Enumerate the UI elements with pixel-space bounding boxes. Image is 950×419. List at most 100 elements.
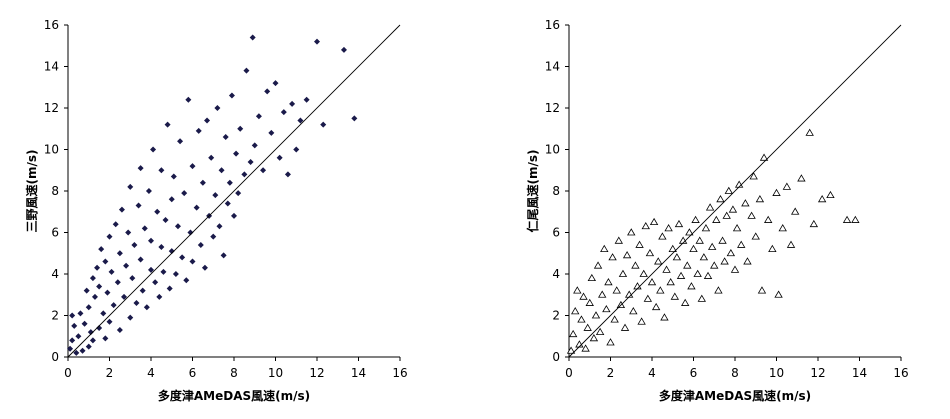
y-tick-label: 10 xyxy=(44,143,59,157)
data-point xyxy=(67,345,74,352)
data-point xyxy=(85,343,92,350)
data-point xyxy=(724,186,733,194)
data-point xyxy=(143,304,150,311)
data-point xyxy=(216,223,223,230)
y-tick-label: 4 xyxy=(51,267,59,281)
data-point xyxy=(637,317,646,325)
data-point xyxy=(110,302,117,309)
data-point xyxy=(581,344,590,352)
data-point xyxy=(583,323,592,331)
data-point xyxy=(691,215,700,223)
data-point xyxy=(778,224,787,232)
data-point xyxy=(647,278,657,286)
data-point xyxy=(598,290,607,298)
data-point xyxy=(689,244,698,253)
data-point xyxy=(127,314,134,321)
data-point xyxy=(658,232,667,240)
data-point xyxy=(214,105,221,111)
data-point xyxy=(123,262,130,269)
data-point xyxy=(168,196,175,203)
data-point xyxy=(595,327,605,336)
data-point xyxy=(707,242,717,250)
data-point xyxy=(148,237,154,244)
data-point xyxy=(228,92,235,99)
data-point xyxy=(83,287,90,294)
data-point xyxy=(618,269,628,277)
data-point xyxy=(237,125,244,132)
data-point xyxy=(790,207,800,215)
data-point xyxy=(566,346,576,354)
x-tick-label: 10 xyxy=(769,366,784,380)
data-point xyxy=(635,240,644,248)
data-point xyxy=(703,271,713,279)
data-point xyxy=(289,100,296,107)
data-point xyxy=(247,158,254,165)
x-tick-label: 16 xyxy=(893,366,908,380)
data-point xyxy=(568,329,578,338)
data-point xyxy=(614,236,623,244)
x-tick-label: 16 xyxy=(392,366,407,380)
data-point xyxy=(224,200,231,207)
data-point xyxy=(668,244,677,253)
data-point xyxy=(199,179,206,186)
data-point xyxy=(129,275,136,282)
x-tick-label: 8 xyxy=(230,366,238,380)
data-point xyxy=(179,254,186,261)
y-tick-label: 8 xyxy=(552,184,560,198)
data-point xyxy=(112,221,119,228)
data-point xyxy=(340,46,347,53)
data-point xyxy=(681,298,690,306)
x-tick-label: 12 xyxy=(309,366,324,380)
data-point xyxy=(602,304,611,313)
data-point xyxy=(100,310,107,317)
data-point xyxy=(69,337,76,344)
x-tick-label: 6 xyxy=(189,366,197,380)
data-point xyxy=(116,250,123,257)
x-tick-label: 8 xyxy=(731,366,739,380)
y-tick-label: 0 xyxy=(552,350,560,364)
y-tick-label: 4 xyxy=(552,267,560,281)
data-point xyxy=(728,205,738,213)
data-point xyxy=(141,225,148,232)
data-point xyxy=(172,271,179,277)
data-point xyxy=(649,217,659,226)
data-point xyxy=(162,217,169,224)
scatter-chart-nio: 0 2 4 6 8 10 12 14 16 0 2 4 6 8 10 12 14 16 多度津AMeDAS風速(m/… xyxy=(525,18,909,403)
data-point xyxy=(280,109,287,116)
x-tick-label: 14 xyxy=(852,366,867,380)
data-point xyxy=(699,253,709,261)
y-tick-label: 2 xyxy=(552,309,560,323)
data-point xyxy=(683,261,692,269)
data-point xyxy=(156,293,163,300)
data-point xyxy=(593,261,603,269)
data-point xyxy=(260,167,267,174)
data-point xyxy=(181,190,188,197)
data-point xyxy=(842,215,852,223)
data-point xyxy=(320,121,327,128)
reference-line xyxy=(568,24,902,358)
data-point xyxy=(174,223,181,230)
data-point xyxy=(786,240,796,248)
data-point xyxy=(98,246,105,253)
data-point xyxy=(687,282,696,290)
y-axis-title: 仁尾風速(m/s) xyxy=(525,150,540,233)
data-point xyxy=(685,228,694,236)
data-point xyxy=(71,322,78,329)
data-point xyxy=(782,182,792,190)
y-tick-label: 2 xyxy=(51,309,59,323)
data-point xyxy=(585,298,594,306)
data-point xyxy=(135,202,142,209)
data-point xyxy=(712,215,721,223)
data-point xyxy=(212,192,219,199)
x-tick-label: 10 xyxy=(268,366,283,380)
x-tick-label: 0 xyxy=(64,366,72,380)
data-point xyxy=(604,278,613,286)
x-tick-label: 6 xyxy=(690,366,698,380)
data-point xyxy=(293,146,300,153)
data-point xyxy=(587,273,597,282)
data-point xyxy=(718,236,727,244)
data-point xyxy=(233,150,240,157)
data-point xyxy=(693,269,702,277)
data-point xyxy=(676,271,686,279)
